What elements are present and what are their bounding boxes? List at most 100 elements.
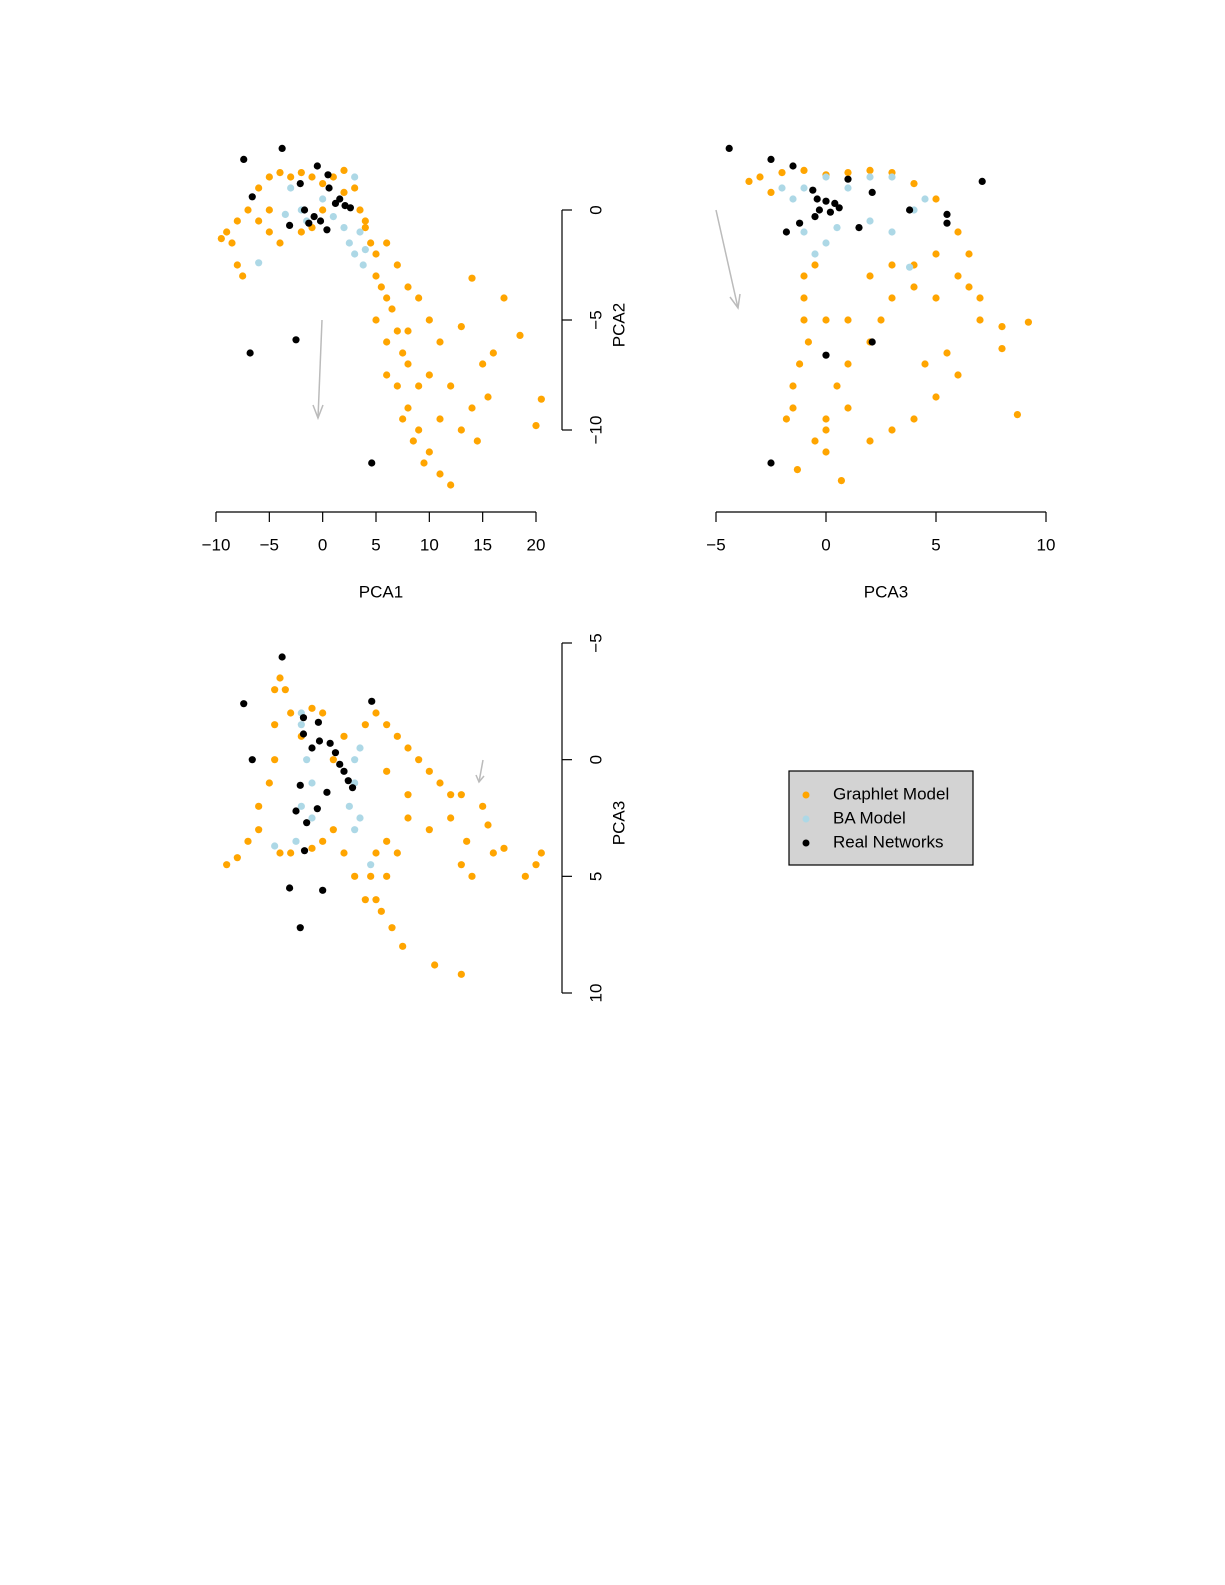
point	[393, 732, 401, 740]
point	[532, 422, 540, 430]
point	[809, 186, 817, 194]
point	[404, 814, 412, 822]
point	[457, 791, 465, 799]
y-tick-label: 10	[586, 984, 605, 1003]
point	[313, 162, 321, 170]
point	[789, 382, 797, 390]
point	[308, 744, 316, 752]
x-tick-label: 10	[420, 535, 439, 554]
point	[329, 826, 337, 834]
point	[356, 744, 364, 752]
point	[292, 336, 300, 344]
point	[303, 819, 311, 827]
point	[822, 173, 830, 181]
point	[943, 210, 951, 218]
point	[976, 316, 984, 324]
point	[822, 197, 830, 205]
point	[292, 837, 300, 845]
point	[255, 259, 263, 267]
y-tick-label: −5	[586, 310, 605, 329]
point	[368, 459, 376, 467]
point	[340, 849, 348, 857]
point	[372, 709, 380, 717]
point	[404, 791, 412, 799]
point	[351, 756, 359, 764]
point	[345, 802, 353, 810]
point	[822, 316, 830, 324]
point	[287, 709, 295, 717]
point	[425, 316, 433, 324]
point	[351, 184, 359, 192]
point	[537, 849, 545, 857]
point	[297, 228, 305, 236]
point	[248, 193, 256, 201]
legend-box	[788, 770, 974, 866]
point	[316, 217, 325, 225]
point	[468, 872, 476, 880]
point	[943, 349, 951, 357]
x-tick-label: 0	[318, 535, 327, 554]
point	[404, 744, 412, 752]
point	[800, 316, 808, 324]
point	[340, 166, 348, 174]
legend-marker	[802, 839, 810, 847]
point	[436, 415, 444, 423]
point	[447, 791, 455, 799]
y-axis-label: PCA2	[609, 303, 628, 347]
x-axis-label: PCA3	[864, 582, 908, 601]
point	[822, 448, 830, 456]
point	[336, 760, 344, 768]
point	[351, 250, 359, 258]
point	[855, 224, 863, 232]
point	[998, 345, 1006, 353]
point	[372, 272, 380, 280]
point	[367, 239, 375, 247]
point	[796, 360, 804, 368]
point	[811, 213, 819, 221]
point	[420, 459, 428, 467]
point	[463, 837, 471, 845]
point	[888, 261, 896, 269]
point	[484, 821, 492, 829]
point	[325, 184, 333, 192]
point	[377, 283, 385, 291]
point	[789, 195, 797, 203]
point	[240, 700, 248, 708]
point	[383, 767, 391, 775]
point	[292, 807, 300, 815]
point	[436, 338, 444, 346]
point	[431, 961, 439, 969]
point	[436, 779, 444, 787]
legend-label: BA Model	[833, 808, 906, 827]
x-tick-label: 5	[931, 535, 940, 554]
point	[866, 272, 874, 280]
point	[340, 224, 348, 232]
point	[361, 217, 369, 225]
point	[910, 283, 918, 291]
point	[767, 459, 775, 467]
point	[831, 199, 839, 207]
point	[308, 814, 316, 822]
point	[468, 404, 476, 412]
x-tick-label: −5	[260, 535, 279, 554]
point	[271, 842, 279, 850]
point	[388, 924, 396, 932]
arrow	[715, 209, 739, 309]
point	[300, 206, 309, 214]
point	[954, 371, 962, 379]
point	[319, 886, 327, 894]
x-tick-label: −5	[706, 535, 725, 554]
point	[383, 294, 391, 302]
point	[356, 814, 364, 822]
point	[286, 884, 294, 892]
point	[361, 896, 369, 904]
point	[393, 382, 401, 390]
point	[965, 283, 973, 291]
legend-marker	[802, 791, 810, 799]
point	[372, 250, 380, 258]
point	[297, 802, 305, 810]
y-tick-label: 0	[586, 205, 605, 214]
point	[998, 323, 1006, 331]
point	[383, 239, 391, 247]
